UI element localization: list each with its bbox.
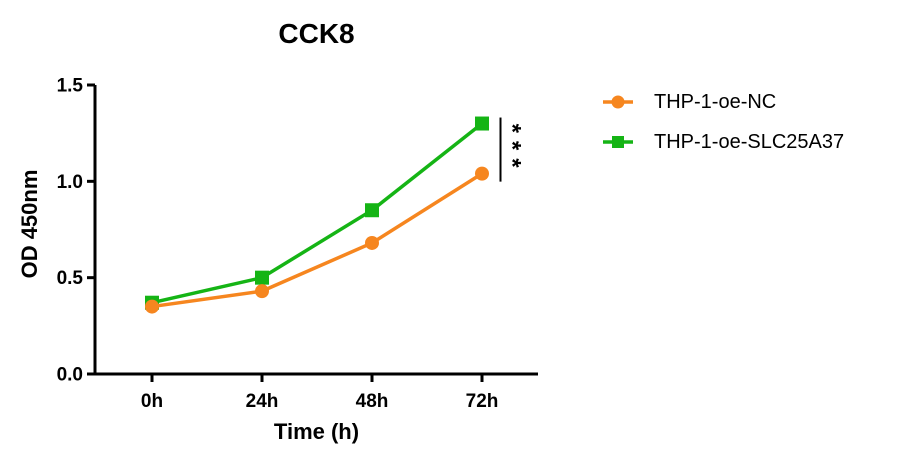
- series-line-THP-1-oe-NC: [151, 172, 483, 309]
- legend-marker-circle-icon: [602, 94, 634, 110]
- legend-swatch-svg: [603, 95, 633, 109]
- data-point-circle: [255, 284, 269, 299]
- y-axis-title: OD 450nm: [17, 169, 42, 279]
- legend-label: THP-1-oe-NC: [654, 90, 777, 113]
- legend-label: THP-1-oe-SLC25A37: [654, 130, 845, 153]
- significance-stars: ***: [499, 124, 526, 176]
- axes: 0.0 0.5 1.0 1.5 0h 24h 48h 72h: [57, 76, 538, 412]
- legend-item-thp1-oe-nc: THP-1-oe-NC: [602, 88, 844, 116]
- x-tick-label: 72h: [466, 391, 499, 412]
- data-point-circle: [145, 299, 159, 314]
- series-lines: [145, 116, 489, 314]
- legend-square-marker: [612, 136, 624, 148]
- x-axis-title: Time (h): [273, 419, 360, 444]
- significance-annotation: ***: [499, 117, 526, 182]
- data-point-circle: [365, 235, 379, 250]
- y-tick-label: 1.0: [57, 172, 83, 193]
- legend-item-thp1-oe-slc25a37: THP-1-oe-SLC25A37: [602, 128, 844, 156]
- legend-circle-marker: [611, 95, 625, 109]
- legend: THP-1-oe-NC THP-1-oe-SLC25A37: [602, 88, 844, 156]
- data-point-circle: [475, 166, 489, 181]
- axis-lines: [93, 85, 538, 376]
- data-point-square: [475, 116, 489, 131]
- legend-swatch-svg: [603, 136, 633, 148]
- x-tick-label: 48h: [356, 391, 389, 412]
- y-tick-label: 0.5: [57, 268, 84, 289]
- chart-title: CCK8: [278, 18, 355, 49]
- legend-marker-square-icon: [602, 134, 634, 150]
- data-point-square: [255, 270, 269, 285]
- x-tick-label: 0h: [141, 391, 163, 412]
- y-tick-label: 1.5: [57, 76, 84, 97]
- series-line-THP-1-oe-SLC25A37: [151, 122, 484, 305]
- y-tick-label: 0.0: [57, 365, 83, 386]
- x-tick-label: 24h: [246, 391, 279, 412]
- data-point-square: [365, 203, 379, 218]
